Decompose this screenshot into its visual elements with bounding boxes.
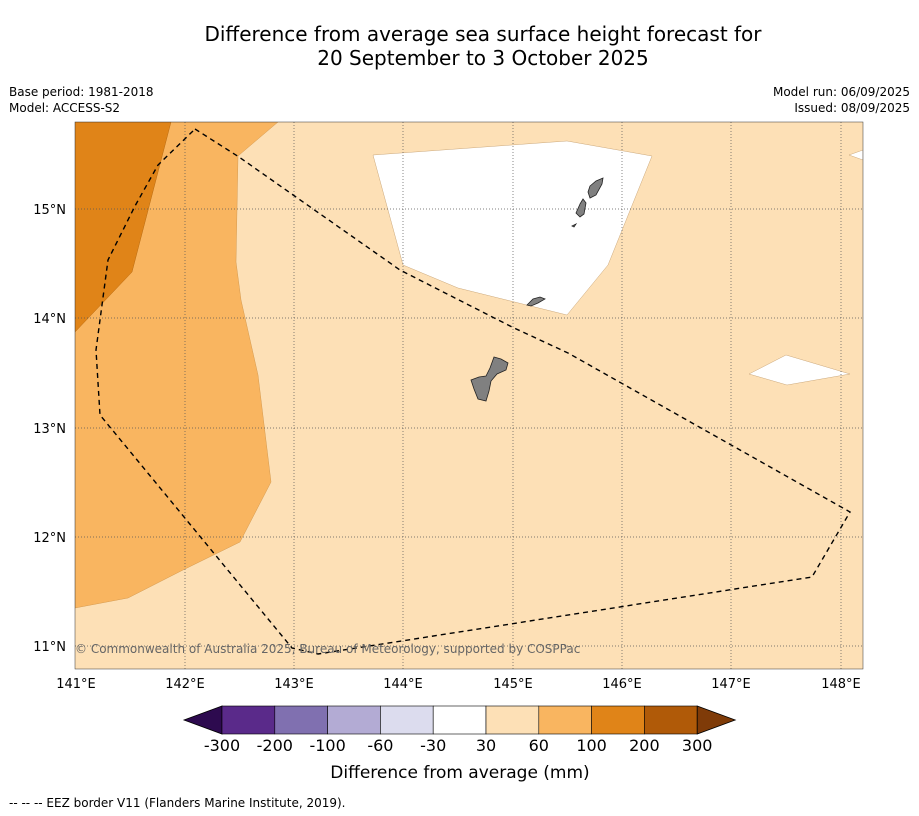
colorbar-tick-label: 200 [629, 736, 660, 755]
map-title: Difference from average sea surface heig… [0, 22, 919, 70]
colorbar-segment [221, 705, 276, 735]
lon-labels: 141°E 142°E 143°E 144°E 145°E 146°E 147°… [56, 677, 861, 692]
colorbar-segment [380, 705, 434, 735]
eez-footnote: -- -- -- EEZ border V11 (Flanders Marine… [9, 796, 346, 810]
lat-label: 12°N [33, 531, 66, 546]
lat-label: 13°N [33, 422, 66, 437]
colorbar-tick-label: 30 [476, 736, 496, 755]
colorbar-tick-label: -200 [257, 736, 293, 755]
model-run: Model run: 06/09/2025 [772, 85, 910, 99]
lon-label: 145°E [493, 677, 533, 692]
copyright-text: © Commonwealth of Australia 2025, Bureau… [75, 642, 580, 656]
lat-label: 14°N [33, 312, 66, 327]
island-guam [470, 356, 509, 402]
meta-left: Base period: 1981-2018 Model: ACCESS-S2 [9, 84, 154, 116]
lon-label: 141°E [56, 677, 96, 692]
lat-label: 11°N [33, 640, 66, 655]
anomaly-neutral-patch-east [748, 354, 851, 386]
lon-label: 142°E [165, 677, 205, 692]
colorbar-tick-label: -60 [367, 736, 393, 755]
colorbar-tick-label: 100 [576, 736, 607, 755]
colorbar-segment [485, 705, 540, 735]
map-frame [74, 121, 864, 670]
colorbar-over-arrow [696, 705, 737, 735]
island-saipan [587, 177, 604, 199]
colorbar-tick-label: -30 [420, 736, 446, 755]
lat-labels: 15°N 14°N 13°N 12°N 11°N [33, 203, 66, 655]
colorbar-under-arrow [182, 705, 223, 735]
land-islands [470, 177, 604, 402]
colorbar-segment [432, 705, 487, 735]
colorbar-tick-label: 300 [682, 736, 713, 755]
colorbar-segment [538, 705, 592, 735]
lon-label: 147°E [711, 677, 751, 692]
issued-date: Issued: 08/09/2025 [794, 101, 910, 115]
lon-label: 148°E [821, 677, 861, 692]
title-line-1: Difference from average sea surface heig… [204, 22, 762, 46]
island-aguijan [571, 222, 578, 228]
title-line-2: 20 September to 3 October 2025 [317, 46, 649, 70]
meta-right: Model run: 06/09/2025 Issued: 08/09/2025 [773, 84, 910, 116]
colorbar-segment [644, 705, 698, 735]
colorbar-segment [327, 705, 381, 735]
base-period: Base period: 1981-2018 [9, 85, 154, 99]
colorbar-segment [591, 705, 645, 735]
lon-label: 146°E [602, 677, 642, 692]
colorbar-segment [274, 705, 328, 735]
anomaly-neutral-patch-north [372, 140, 653, 316]
model-name: Model: ACCESS-S2 [9, 101, 121, 115]
colorbar-title: Difference from average (mm) [330, 763, 589, 783]
lon-label: 143°E [274, 677, 314, 692]
island-rota [526, 296, 546, 307]
map-area [75, 122, 863, 669]
lon-label: 144°E [383, 677, 423, 692]
anomaly-100-200-region [75, 122, 172, 333]
colorbar-tick-label: -300 [204, 736, 240, 755]
colorbar-tick-label: 60 [529, 736, 549, 755]
island-tinian [575, 198, 587, 218]
lat-label: 15°N [33, 203, 66, 218]
graticule [75, 122, 863, 669]
colorbar-tick-label: -100 [309, 736, 345, 755]
anomaly-neutral-patch-edge [848, 149, 863, 161]
colorbar: -300 -200 -100 -60 -30 30 60 100 200 300 [182, 705, 737, 755]
eez-border [95, 128, 851, 655]
